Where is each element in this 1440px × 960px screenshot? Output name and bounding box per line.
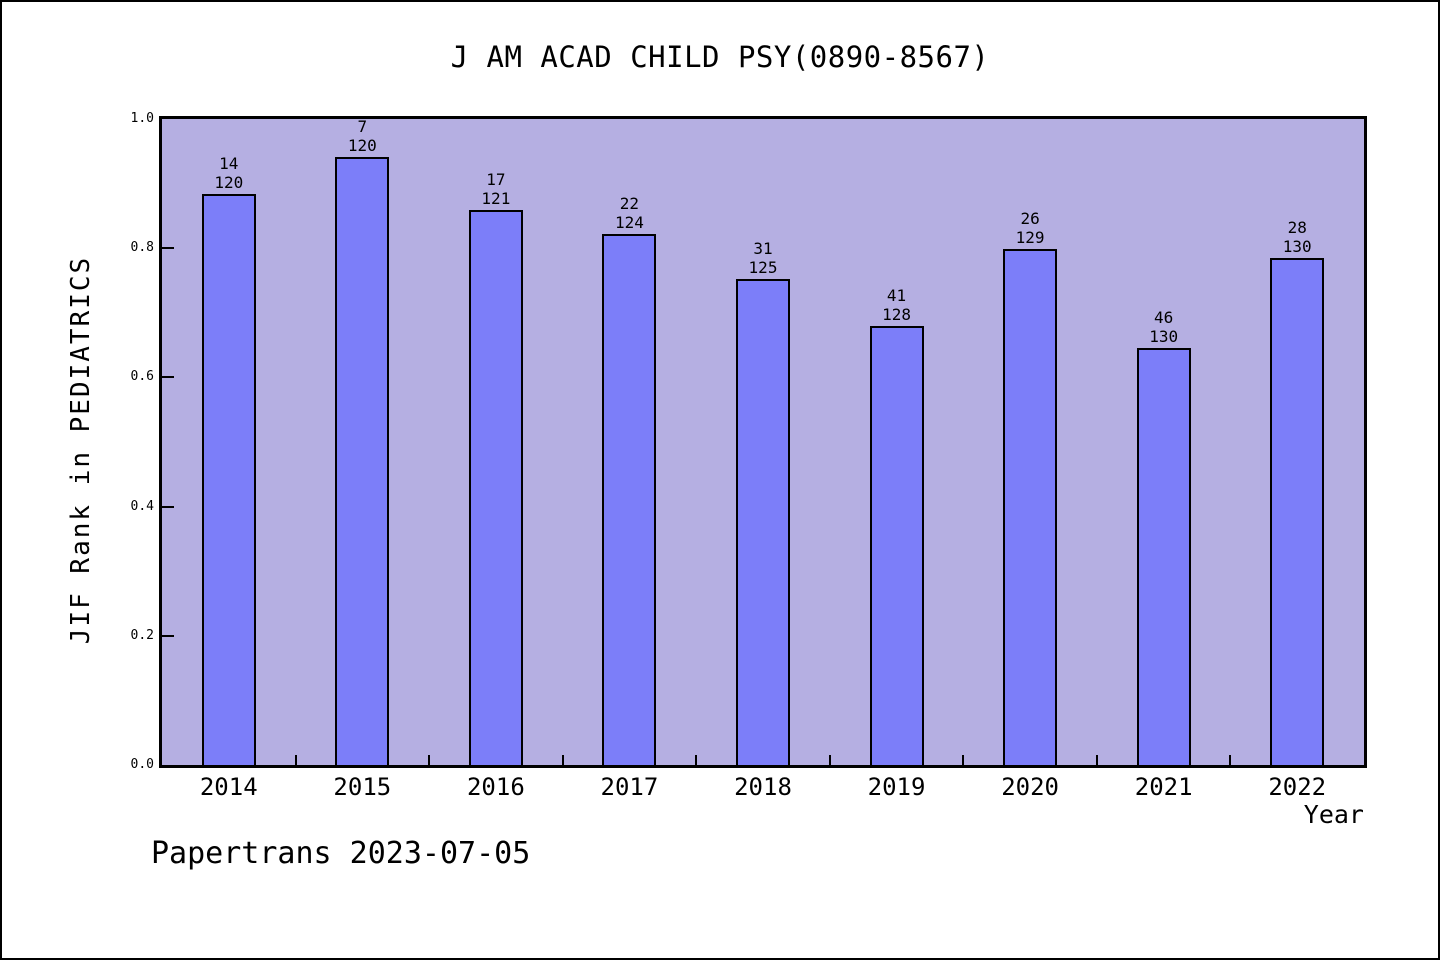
bar-annotation: 14 120 — [184, 154, 274, 192]
bar-rank-label: 17 — [486, 170, 506, 189]
bar-total-label: 125 — [748, 258, 778, 277]
bar-rank-label: 28 — [1287, 218, 1307, 237]
x-tick-label: 2015 — [333, 773, 392, 801]
bar — [869, 326, 924, 765]
bar-total-label: 128 — [882, 305, 911, 324]
x-minor-tick — [962, 755, 965, 765]
x-minor-tick — [561, 755, 564, 765]
bar-annotation: 26 129 — [985, 209, 1075, 247]
x-minor-tick — [428, 755, 431, 765]
bar-annotation: 28 130 — [1252, 218, 1342, 256]
x-minor-tick — [294, 755, 297, 765]
bar-rank-label: 31 — [753, 239, 773, 258]
bar-rank-label: 22 — [619, 194, 640, 213]
plot-area: 14 120 7 120 17 121 22 124 31 125 41 128 26 129 46 130 2… — [159, 116, 1367, 768]
bar — [1136, 348, 1191, 765]
bar — [1003, 249, 1058, 765]
x-tick-label: 2016 — [466, 773, 525, 801]
x-tick-label: 2021 — [1134, 773, 1193, 801]
bar-annotation: 7 120 — [317, 117, 407, 155]
figure-footer: Papertrans 2023-07-05 — [151, 836, 531, 871]
x-minor-tick — [695, 755, 698, 765]
x-tick-label: 2020 — [1001, 773, 1059, 801]
y-tick-label: 0.8 — [130, 240, 154, 256]
bar — [335, 157, 390, 765]
bar-total-label: 130 — [1282, 237, 1312, 256]
y-tick-label: 0.4 — [130, 498, 154, 514]
x-axis-label: Year — [1303, 800, 1364, 829]
x-minor-tick — [1095, 755, 1098, 765]
y-tick — [162, 505, 174, 508]
bar-rank-label: 14 — [219, 154, 239, 173]
chart-title: J AM ACAD CHILD PSY(0890-8567) — [450, 40, 990, 74]
y-tick — [162, 376, 174, 379]
bar-annotation: 41 128 — [852, 286, 942, 324]
y-tick-label: 0.0 — [130, 757, 154, 772]
y-tick-label: 0.6 — [130, 369, 154, 385]
x-minor-tick — [1229, 755, 1232, 765]
bar-rank-label: 7 — [357, 117, 368, 136]
bar-rank-label: 46 — [1154, 308, 1174, 327]
x-tick-label: 2018 — [734, 773, 792, 801]
bar — [1270, 258, 1325, 765]
y-axis-label: JIF Rank in PEDIATRICS — [66, 255, 96, 645]
bar — [602, 234, 657, 765]
y-tick — [162, 634, 174, 637]
x-tick-label: 2017 — [600, 773, 659, 801]
bar — [468, 210, 523, 765]
bar-total-label: 124 — [614, 213, 644, 232]
bar-total-label: 120 — [347, 136, 377, 155]
x-minor-tick — [828, 755, 831, 765]
x-tick-label: 2019 — [867, 773, 926, 801]
bar-rank-label: 41 — [886, 286, 907, 305]
y-tick — [162, 247, 174, 250]
bar-total-label: 121 — [481, 189, 511, 208]
bar-annotation: 31 125 — [718, 239, 808, 277]
bar — [736, 279, 790, 765]
bar-rank-label: 26 — [1020, 209, 1040, 228]
bar-annotation: 17 121 — [451, 170, 541, 208]
bar-total-label: 129 — [1015, 228, 1045, 247]
y-tick-label: 1.0 — [130, 111, 154, 126]
bar-total-label: 130 — [1149, 327, 1179, 346]
y-tick-label: 0.2 — [130, 627, 154, 643]
bar-total-label: 120 — [214, 173, 244, 192]
x-tick-label: 2014 — [199, 773, 258, 801]
bar-annotation: 22 124 — [584, 194, 674, 232]
x-tick-label: 2022 — [1268, 773, 1327, 801]
bar-annotation: 46 130 — [1119, 308, 1209, 346]
bar — [201, 194, 256, 765]
